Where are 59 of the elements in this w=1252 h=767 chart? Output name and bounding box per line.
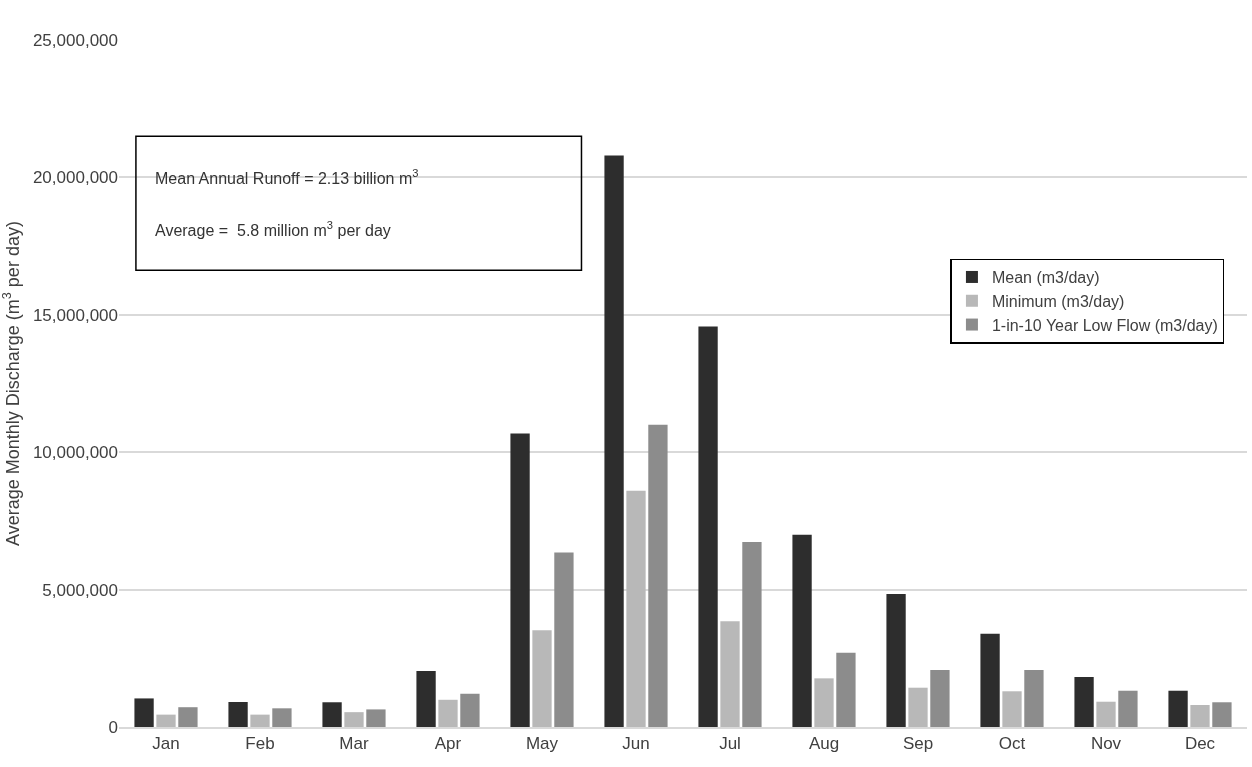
y-tick-label: 15,000,000	[32, 305, 118, 325]
bar	[1212, 702, 1232, 727]
bar	[742, 542, 762, 727]
legend-label: Mean (m3/day)	[991, 269, 1100, 287]
x-tick-label: Jul	[719, 734, 741, 754]
bar	[1168, 690, 1188, 727]
bar	[1190, 705, 1210, 727]
bar	[1118, 690, 1138, 727]
y-tick-label: 0	[108, 717, 118, 737]
x-tick-label: Sep	[902, 734, 934, 754]
bar	[532, 630, 552, 727]
y-tick-label: 10,000,000	[32, 443, 118, 463]
bar	[604, 155, 624, 727]
bar	[272, 708, 292, 727]
bar	[1024, 670, 1044, 727]
legend-label: Minimum (m3/day)	[991, 293, 1125, 310]
bar	[322, 702, 342, 727]
bar	[438, 699, 458, 727]
bar	[460, 693, 480, 727]
x-tick-label: Apr	[434, 734, 462, 754]
bar	[1096, 701, 1116, 727]
x-tick-label: Mar	[339, 734, 369, 754]
legend-label: 1-in-10 Year Low Flow (m3/day)	[991, 316, 1218, 334]
bar	[836, 652, 856, 727]
bar	[344, 712, 364, 727]
x-tick-label: Jun	[622, 734, 650, 754]
bar	[510, 433, 530, 727]
annotation: Average = 5.8 million m$^{3}$ per day	[155, 219, 391, 239]
x-tick-label: Aug	[808, 734, 840, 754]
annotation: Mean Annual Runoff = 2.13 billion m$^{3}$	[155, 167, 419, 187]
y-tick-label: 5,000,000	[42, 580, 118, 600]
bar	[250, 714, 270, 727]
bar	[366, 709, 386, 727]
bar	[648, 424, 668, 727]
x-tick-label: Nov	[1090, 734, 1122, 754]
bar	[178, 707, 198, 727]
bar	[814, 678, 834, 727]
bar	[626, 490, 646, 727]
bar	[554, 552, 574, 727]
bar	[792, 534, 812, 727]
bar	[134, 698, 154, 727]
y-tick-label: 20,000,000	[32, 168, 118, 188]
x-tick-label: Dec	[1184, 734, 1216, 754]
bar	[908, 687, 928, 727]
x-tick-label: May	[525, 734, 559, 754]
bar	[228, 701, 248, 727]
bar	[930, 670, 950, 727]
bar	[1074, 676, 1094, 727]
x-tick-label: Oct	[998, 734, 1026, 754]
y-tick-label: 25,000,000	[32, 30, 118, 50]
x-tick-label: Feb	[245, 734, 275, 754]
x-tick-label: Jan	[152, 734, 180, 754]
bar	[980, 633, 1000, 727]
bar	[1002, 691, 1022, 727]
bar	[886, 594, 906, 727]
bar	[156, 714, 176, 727]
bar	[720, 621, 740, 727]
bar	[698, 326, 718, 727]
bar	[416, 670, 436, 727]
